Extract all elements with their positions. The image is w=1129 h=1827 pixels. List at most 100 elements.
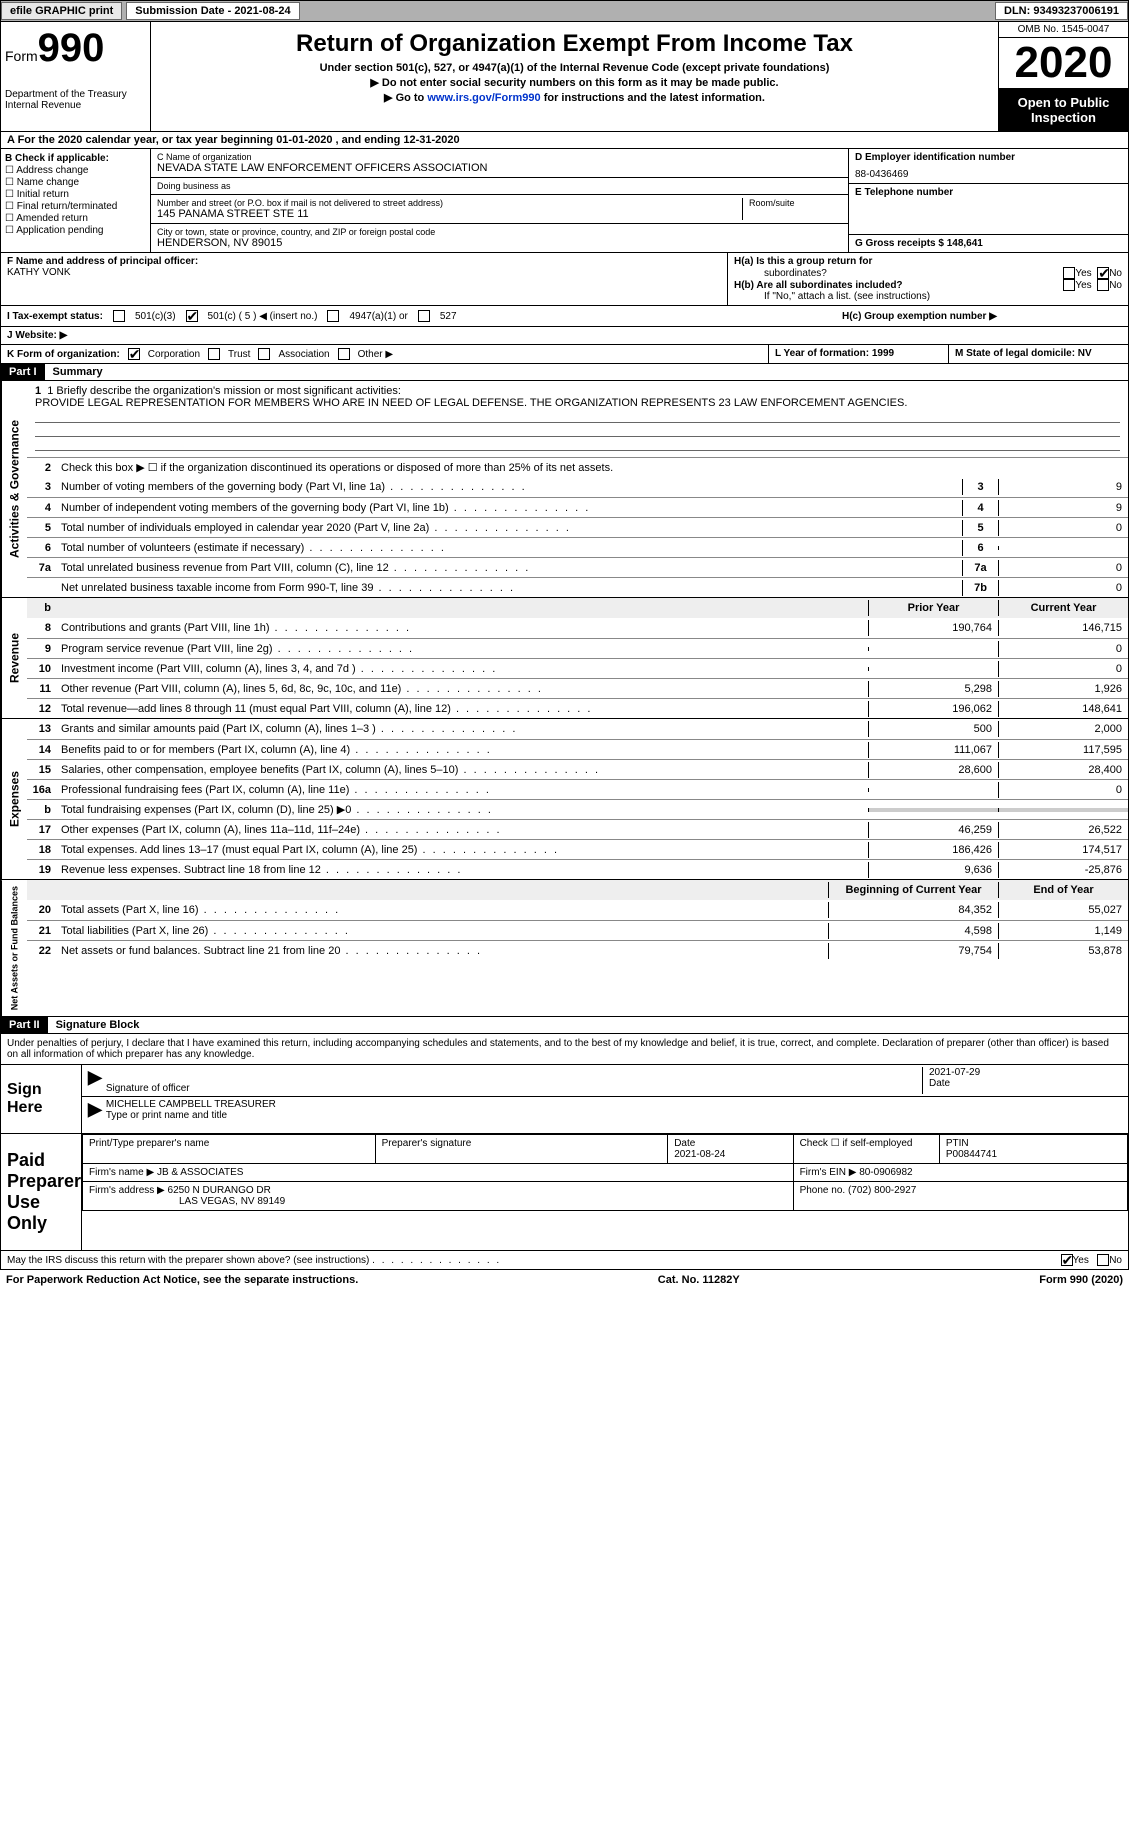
chk-amended-return[interactable]: ☐ Amended return [5,213,146,224]
gross-receipts: G Gross receipts $ 148,641 [855,238,1122,249]
sig-officer-label: Signature of officer [106,1083,922,1094]
part2-label: Part II [1,1017,48,1033]
goto-suffix: for instructions and the latest informat… [541,92,765,104]
org-name-label: C Name of organization [157,152,842,162]
top-toolbar: efile GRAPHIC print Submission Date - 20… [0,0,1129,22]
column-d-to-g: D Employer identification number 88-0436… [848,149,1128,252]
chk-trust[interactable] [208,348,220,360]
website-label: J Website: ▶ [7,330,67,341]
blank-line [35,425,1120,437]
form990-link[interactable]: www.irs.gov/Form990 [427,92,540,104]
firm-name-value: JB & ASSOCIATES [157,1167,244,1178]
page-footer: For Paperwork Reduction Act Notice, see … [0,1270,1129,1290]
chk-application-pending[interactable]: ☐ Application pending [5,225,146,236]
ha-sub: subordinates? [734,268,1063,279]
ha-no-checkbox[interactable] [1097,267,1109,279]
chk-address-change[interactable]: ☐ Address change [5,165,146,176]
vtab-revenue: Revenue [1,598,27,718]
subtitle-2: ▶ Do not enter social security numbers o… [161,76,988,89]
ein-label: D Employer identification number [855,152,1122,163]
rev-line: 9Program service revenue (Part VIII, lin… [27,638,1128,658]
efile-print-button[interactable]: efile GRAPHIC print [1,2,122,20]
dba-label: Doing business as [157,181,842,191]
city-label: City or town, state or province, country… [157,227,842,237]
discuss-no-label: No [1109,1255,1122,1266]
col-b-stub: b [27,600,57,616]
firm-addr2: LAS VEGAS, NV 89149 [89,1196,787,1207]
blank-line [35,439,1120,451]
tax-status-label: I Tax-exempt status: [7,311,103,322]
lbl-527: 527 [440,311,457,322]
hb-yes-checkbox[interactable] [1063,279,1075,291]
chk-4947[interactable] [327,310,339,322]
net-line: 21Total liabilities (Part X, line 26)4,5… [27,920,1128,940]
net-line: 20Total assets (Part X, line 16)84,35255… [27,900,1128,920]
hc-label: H(c) Group exemption number ▶ [842,311,997,322]
exp-line: 19Revenue less expenses. Subtract line 1… [27,859,1128,879]
part2-header: Part II Signature Block [0,1017,1129,1034]
discuss-text: May the IRS discuss this return with the… [7,1255,1061,1266]
discuss-no-checkbox[interactable] [1097,1254,1109,1266]
exp-line: 17Other expenses (Part IX, column (A), l… [27,819,1128,839]
ptin-value: P00844741 [946,1149,1121,1160]
year-formation: L Year of formation: 1999 [775,348,894,359]
telephone-label: E Telephone number [855,187,1122,198]
hb-yes-label: Yes [1075,280,1091,291]
chk-initial-return[interactable]: ☐ Initial return [5,189,146,200]
subtitle-3: ▶ Go to www.irs.gov/Form990 for instruct… [161,91,988,104]
self-employed-check[interactable]: Check ☐ if self-employed [800,1138,933,1149]
line-a-tax-year: A For the 2020 calendar year, or tax yea… [0,132,1129,149]
org-form-label: K Form of organization: [7,349,120,360]
chk-501c[interactable] [186,310,198,322]
officer-label: F Name and address of principal officer: [7,256,721,267]
exp-line: bTotal fundraising expenses (Part IX, co… [27,799,1128,819]
row-f-h: F Name and address of principal officer:… [0,253,1129,306]
ha-yes-checkbox[interactable] [1063,267,1075,279]
org-name: NEVADA STATE LAW ENFORCEMENT OFFICERS AS… [157,162,842,174]
year-block: OMB No. 1545-0047 2020 Open to Public In… [998,22,1128,131]
lbl-other: Other ▶ [358,349,393,360]
lbl-501c3: 501(c)(3) [135,311,176,322]
chk-corporation[interactable] [128,348,140,360]
prep-date-value: 2021-08-24 [674,1149,786,1160]
form-footer-label: Form 990 (2020) [1039,1274,1123,1286]
hb-no-checkbox[interactable] [1097,279,1109,291]
exp-line: 14Benefits paid to or for members (Part … [27,739,1128,759]
form-word: Form [5,48,38,64]
chk-name-change[interactable]: ☐ Name change [5,177,146,188]
ha-yes-label: Yes [1075,268,1091,279]
tax-year: 2020 [999,38,1128,89]
exp-line: 15Salaries, other compensation, employee… [27,759,1128,779]
chk-association[interactable] [258,348,270,360]
open-to-public: Open to Public Inspection [999,89,1128,131]
hb-no-label: No [1109,280,1122,291]
blank-line [35,411,1120,423]
chk-527[interactable] [418,310,430,322]
goto-prefix: ▶ Go to [384,92,427,104]
firm-ein-label: Firm's EIN ▶ [800,1167,857,1178]
row-i-status: I Tax-exempt status: 501(c)(3) 501(c) ( … [0,306,1129,327]
vtab-netassets: Net Assets or Fund Balances [1,880,27,1016]
line1-label: 1 1 Briefly describe the organization's … [35,385,1120,397]
mission-text: PROVIDE LEGAL REPRESENTATION FOR MEMBERS… [35,397,1120,409]
rev-line: 12Total revenue—add lines 8 through 11 (… [27,698,1128,718]
chk-other[interactable] [338,348,350,360]
part1-netassets: Net Assets or Fund Balances Beginning of… [0,880,1129,1017]
eoy-header: End of Year [998,882,1128,898]
firm-addr-label: Firm's address ▶ [89,1185,165,1196]
gov-line: Net unrelated business taxable income fr… [27,577,1128,597]
form-header: Form990 Department of the Treasury Inter… [0,22,1129,132]
gov-line: 6Total number of volunteers (estimate if… [27,537,1128,557]
mission-block: 1 1 Briefly describe the organization's … [27,381,1128,457]
arrow-icon: ▶ [88,1067,102,1094]
chk-501c3[interactable] [113,310,125,322]
part1-expenses: Expenses 13Grants and similar amounts pa… [0,719,1129,880]
discuss-yes-checkbox[interactable] [1061,1254,1073,1266]
part1-title: Summary [45,364,1128,380]
chk-final-return[interactable]: ☐ Final return/terminated [5,201,146,212]
street-value: 145 PANAMA STREET STE 11 [157,208,742,220]
perjury-declaration: Under penalties of perjury, I declare th… [0,1034,1129,1065]
exp-line: 18Total expenses. Add lines 13–17 (must … [27,839,1128,859]
lbl-trust: Trust [228,349,250,360]
col-b-header: B Check if applicable: [5,153,146,164]
